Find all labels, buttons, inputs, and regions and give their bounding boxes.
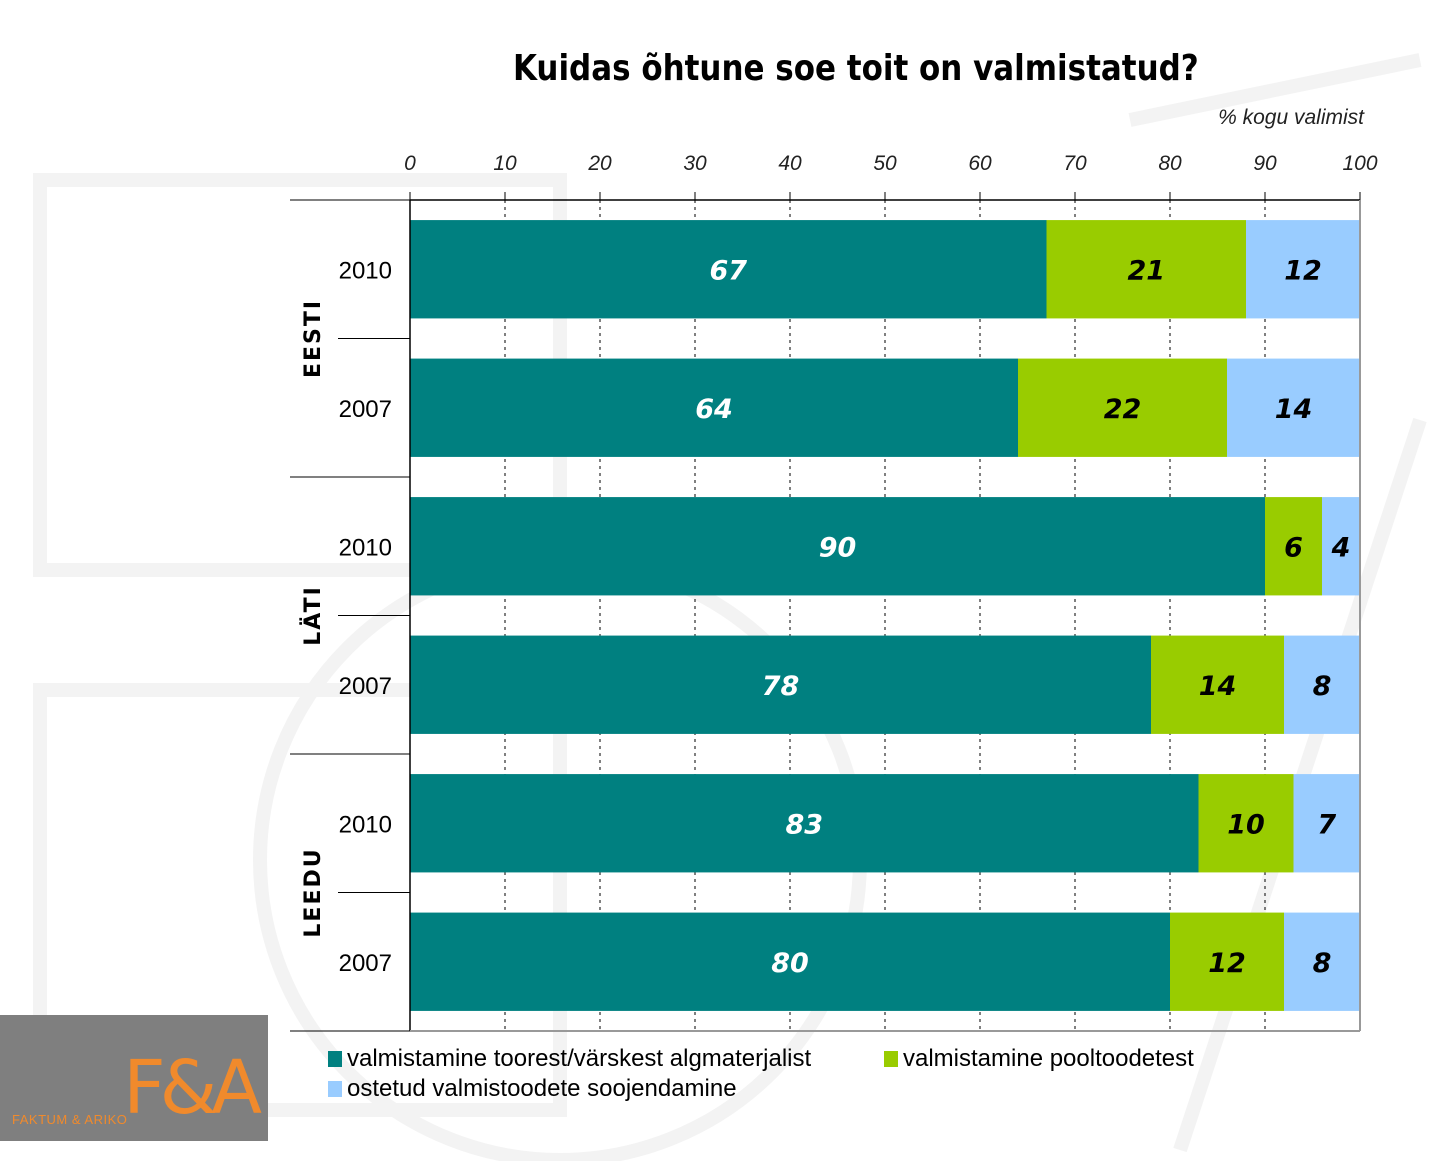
legend-swatch [328,1051,342,1067]
data-label: 67 [709,255,747,286]
data-label: 4 [1331,532,1351,563]
legend-swatch [884,1051,898,1067]
row-label: 2010 [339,257,392,284]
row-label: 2010 [339,534,392,561]
legend-item-fresh: valmistamine toorest/värskest algmaterja… [328,1045,811,1073]
group-label: EESTI [301,299,326,378]
x-tick-label: 60 [968,152,992,175]
bar-segment [410,635,1151,734]
data-label: 14 [1199,671,1237,702]
data-label: 8 [1313,948,1332,979]
data-label: 90 [819,532,857,563]
bar-segment [1265,497,1322,596]
group-label: LÄTI [300,585,326,646]
x-tick-label: 80 [1158,152,1182,175]
bar-segment [1046,220,1246,319]
legend: valmistamine toorest/värskest algmaterja… [328,1045,1328,1115]
data-label: 7 [1317,809,1336,840]
data-label: 78 [762,671,800,702]
chart-title: Kuidas õhtune soe toit on valmistatud? [512,48,1199,89]
legend-swatch [328,1081,342,1097]
x-tick-label: 50 [873,152,897,175]
data-label: 10 [1227,809,1265,840]
data-label: 6 [1284,532,1303,563]
data-label: 83 [785,809,823,840]
data-label: 64 [695,394,733,425]
legend-label: valmistamine toorest/värskest algmaterja… [347,1045,812,1072]
bar-segment [1018,358,1227,457]
logo-mark: F&A [123,1045,262,1131]
legend-item-semi: valmistamine pooltoodetest [884,1045,1194,1073]
logo-subtitle: FAKTUM & ARIKO [12,1112,128,1127]
x-tick-label: 100 [1342,152,1377,175]
bar-segment [1293,774,1360,873]
unit-label: % kogu valimist [1218,106,1364,129]
legend-item-heated: ostetud valmistoodete soojendamine [328,1075,737,1103]
data-label: 14 [1275,394,1313,425]
data-label: 12 [1284,255,1322,286]
bar-segment [1284,912,1360,1011]
row-label: 2010 [339,811,392,838]
company-logo: F&A FAKTUM & ARIKO [0,1015,268,1141]
data-label: 12 [1208,948,1246,979]
row-label: 2007 [339,673,392,700]
bar-segment [410,497,1265,596]
data-label: 80 [771,948,809,979]
row-label: 2007 [339,396,392,423]
bar-segment [410,912,1170,1011]
legend-label: ostetud valmistoodete soojendamine [347,1075,737,1102]
legend-label: valmistamine pooltoodetest [903,1045,1194,1072]
bar-segment [410,358,1018,457]
bar-segment [1151,635,1284,734]
x-tick-label: 90 [1253,152,1277,175]
bar-segment [1246,220,1360,319]
bar-segment [1284,635,1360,734]
x-tick-label: 70 [1063,152,1087,175]
data-label: 8 [1313,671,1332,702]
x-tick-label: 30 [683,152,707,175]
bar-segment [1227,358,1360,457]
bar-segment [1198,774,1294,873]
x-tick-label: 20 [587,152,612,175]
bar-segment [410,774,1199,873]
x-tick-label: 10 [493,152,517,175]
row-label: 2007 [339,950,392,977]
data-label: 22 [1104,394,1142,425]
group-label: LEEDU [301,847,326,937]
x-tick-label: 0 [404,152,416,175]
bar-segment [410,220,1047,319]
bar-segment [1170,912,1284,1011]
data-label: 21 [1127,255,1165,286]
x-tick-label: 40 [778,152,802,175]
bar-segment [1322,497,1360,596]
